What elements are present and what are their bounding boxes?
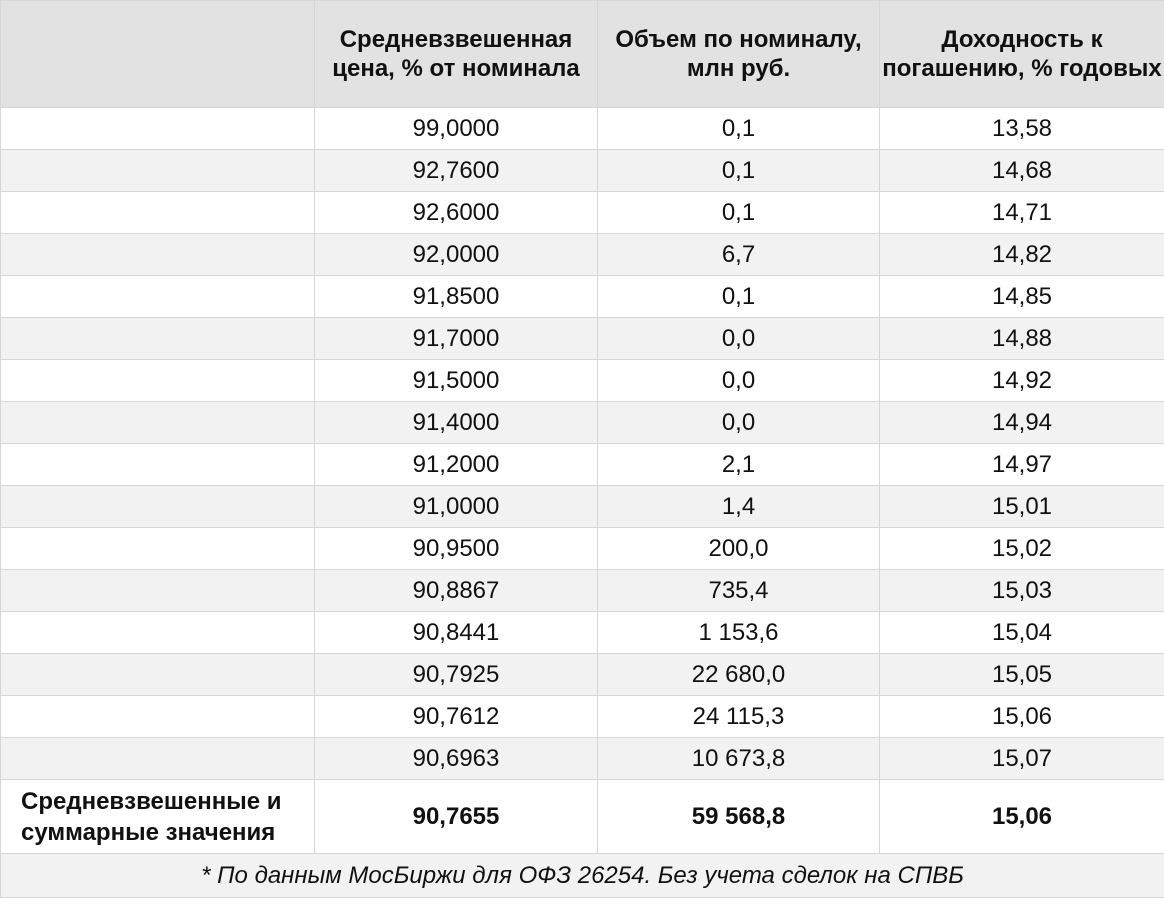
price-cell: 90,7612 (315, 696, 598, 738)
row-label-cell (1, 696, 315, 738)
price-cell: 90,8441 (315, 612, 598, 654)
price-cell: 92,6000 (315, 192, 598, 234)
footnote-row: * По данным МосБиржи для ОФЗ 26254. Без … (1, 854, 1164, 898)
table-row: 90,8867 735,4 15,03 (1, 570, 1164, 612)
totals-row: Средневзвешенные и суммарные значения 90… (1, 780, 1164, 854)
totals-label: Средневзвешенные и суммарные значения (1, 780, 315, 854)
price-cell: 90,9500 (315, 528, 598, 570)
table-row: 91,8500 0,1 14,85 (1, 276, 1164, 318)
volume-cell: 1,4 (598, 486, 880, 528)
price-cell: 90,8867 (315, 570, 598, 612)
yield-cell: 14,94 (880, 402, 1164, 444)
row-label-cell (1, 150, 315, 192)
volume-cell: 24 115,3 (598, 696, 880, 738)
price-cell: 91,5000 (315, 360, 598, 402)
row-label-cell (1, 402, 315, 444)
table-row: 91,0000 1,4 15,01 (1, 486, 1164, 528)
table-row: 92,0000 6,7 14,82 (1, 234, 1164, 276)
price-cell: 92,7600 (315, 150, 598, 192)
table-row: 90,6963 10 673,8 15,07 (1, 738, 1164, 780)
volume-cell: 6,7 (598, 234, 880, 276)
header-price: Средневзвешенная цена, % от номинала (315, 1, 598, 108)
row-label-cell (1, 276, 315, 318)
header-yield: Доходность к погашению, % годовых (880, 1, 1164, 108)
row-label-cell (1, 738, 315, 780)
yield-cell: 15,03 (880, 570, 1164, 612)
price-cell: 91,0000 (315, 486, 598, 528)
row-label-cell (1, 570, 315, 612)
table-body: 99,0000 0,1 13,58 92,7600 0,1 14,68 92,6… (1, 108, 1164, 898)
table-row: 99,0000 0,1 13,58 (1, 108, 1164, 150)
price-cell: 90,7925 (315, 654, 598, 696)
yield-cell: 14,68 (880, 150, 1164, 192)
row-label-cell (1, 108, 315, 150)
table-row: 91,5000 0,0 14,92 (1, 360, 1164, 402)
price-cell: 91,8500 (315, 276, 598, 318)
yield-cell: 14,71 (880, 192, 1164, 234)
row-label-cell (1, 318, 315, 360)
yield-cell: 15,01 (880, 486, 1164, 528)
yield-cell: 14,82 (880, 234, 1164, 276)
yield-cell: 15,05 (880, 654, 1164, 696)
table-row: 91,4000 0,0 14,94 (1, 402, 1164, 444)
totals-price: 90,7655 (315, 780, 598, 854)
volume-cell: 0,1 (598, 192, 880, 234)
table-row: 92,7600 0,1 14,68 (1, 150, 1164, 192)
price-cell: 90,6963 (315, 738, 598, 780)
row-label-cell (1, 612, 315, 654)
price-cell: 91,4000 (315, 402, 598, 444)
table-row: 90,9500 200,0 15,02 (1, 528, 1164, 570)
volume-cell: 0,0 (598, 318, 880, 360)
totals-yield: 15,06 (880, 780, 1164, 854)
table-row: 90,7925 22 680,0 15,05 (1, 654, 1164, 696)
volume-cell: 10 673,8 (598, 738, 880, 780)
table-row: 92,6000 0,1 14,71 (1, 192, 1164, 234)
yield-cell: 13,58 (880, 108, 1164, 150)
volume-cell: 0,0 (598, 360, 880, 402)
table-row: 90,8441 1 153,6 15,04 (1, 612, 1164, 654)
yield-cell: 14,85 (880, 276, 1164, 318)
yield-cell: 14,88 (880, 318, 1164, 360)
row-label-cell (1, 444, 315, 486)
row-label-cell (1, 654, 315, 696)
totals-volume: 59 568,8 (598, 780, 880, 854)
table-row: 91,2000 2,1 14,97 (1, 444, 1164, 486)
yield-cell: 14,97 (880, 444, 1164, 486)
volume-cell: 0,0 (598, 402, 880, 444)
header-volume: Объем по номиналу, млн руб. (598, 1, 880, 108)
volume-cell: 1 153,6 (598, 612, 880, 654)
price-cell: 91,2000 (315, 444, 598, 486)
price-cell: 91,7000 (315, 318, 598, 360)
volume-cell: 735,4 (598, 570, 880, 612)
row-label-cell (1, 192, 315, 234)
header-empty-cell (1, 1, 315, 108)
row-label-cell (1, 234, 315, 276)
volume-cell: 0,1 (598, 108, 880, 150)
volume-cell: 200,0 (598, 528, 880, 570)
price-cell: 92,0000 (315, 234, 598, 276)
yield-cell: 15,02 (880, 528, 1164, 570)
yield-cell: 14,92 (880, 360, 1164, 402)
row-label-cell (1, 360, 315, 402)
footnote: * По данным МосБиржи для ОФЗ 26254. Без … (1, 854, 1164, 898)
volume-cell: 22 680,0 (598, 654, 880, 696)
table-header-row: Средневзвешенная цена, % от номинала Объ… (1, 1, 1164, 108)
yield-cell: 15,06 (880, 696, 1164, 738)
volume-cell: 2,1 (598, 444, 880, 486)
yield-cell: 15,07 (880, 738, 1164, 780)
yield-cell: 15,04 (880, 612, 1164, 654)
table-row: 91,7000 0,0 14,88 (1, 318, 1164, 360)
volume-cell: 0,1 (598, 150, 880, 192)
table-row: 90,7612 24 115,3 15,06 (1, 696, 1164, 738)
row-label-cell (1, 486, 315, 528)
row-label-cell (1, 528, 315, 570)
volume-cell: 0,1 (598, 276, 880, 318)
price-cell: 99,0000 (315, 108, 598, 150)
